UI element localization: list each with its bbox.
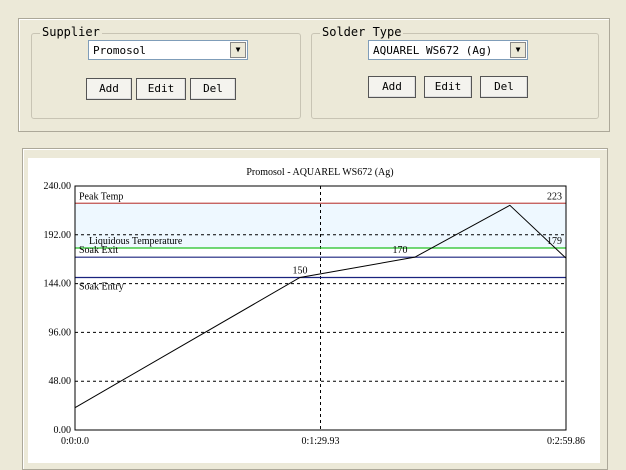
group-title: Solder Type <box>320 25 404 39</box>
selection-panel: Supplier Promosol ▼ Add Edit Del Solder T… <box>18 18 610 132</box>
plot-frame <box>74 185 567 431</box>
supplier-combo[interactable]: Promosol ▼ <box>88 40 248 60</box>
y-tick-label: 240.00 <box>44 181 72 192</box>
del-button[interactable]: Del <box>480 76 528 98</box>
reference-value: 150 <box>293 266 308 277</box>
reference-name: Peak Temp <box>79 191 123 202</box>
x-tick-label: 0:1:29.93 <box>301 436 339 447</box>
reference-value: 179 <box>547 236 562 247</box>
add-button[interactable]: Add <box>368 76 416 98</box>
y-tick-label: 192.00 <box>44 230 72 241</box>
x-tick-label: 0:0:0.0 <box>61 436 89 447</box>
x-tick-label: 0:2:59.86 <box>547 436 585 447</box>
reference-name: Liquidous Temperature <box>89 236 183 247</box>
combo-text: Promosol <box>93 44 146 57</box>
supplier-group: Supplier Promosol ▼ Add Edit Del <box>31 25 301 119</box>
reference-name: Soak Exit <box>79 245 118 256</box>
group-title: Supplier <box>40 25 102 39</box>
combo-arrow[interactable]: ▼ <box>510 42 526 58</box>
edit-button[interactable]: Edit <box>424 76 472 98</box>
combo-text: AQUAREL WS672 (Ag) <box>373 44 493 57</box>
y-tick-label: 48.00 <box>49 376 72 387</box>
add-button[interactable]: Add <box>86 78 132 100</box>
reference-name: Soak Entry <box>79 282 124 293</box>
profile-line <box>74 204 567 409</box>
y-tick-label: 96.00 <box>49 327 72 338</box>
edit-button[interactable]: Edit <box>136 78 186 100</box>
solder-combo[interactable]: AQUAREL WS672 (Ag) ▼ <box>368 40 528 60</box>
y-tick-label: 0.00 <box>54 425 72 436</box>
solder-group: Solder Type AQUAREL WS672 (Ag) ▼ Add Edit… <box>311 25 599 119</box>
reference-value: 170 <box>393 245 408 256</box>
del-button[interactable]: Del <box>190 78 236 100</box>
reference-value: 223 <box>547 191 562 202</box>
combo-arrow[interactable]: ▼ <box>230 42 246 58</box>
chart-title: Promosol - AQUAREL WS672 (Ag) <box>246 167 393 178</box>
y-tick-label: 144.00 <box>44 279 72 290</box>
